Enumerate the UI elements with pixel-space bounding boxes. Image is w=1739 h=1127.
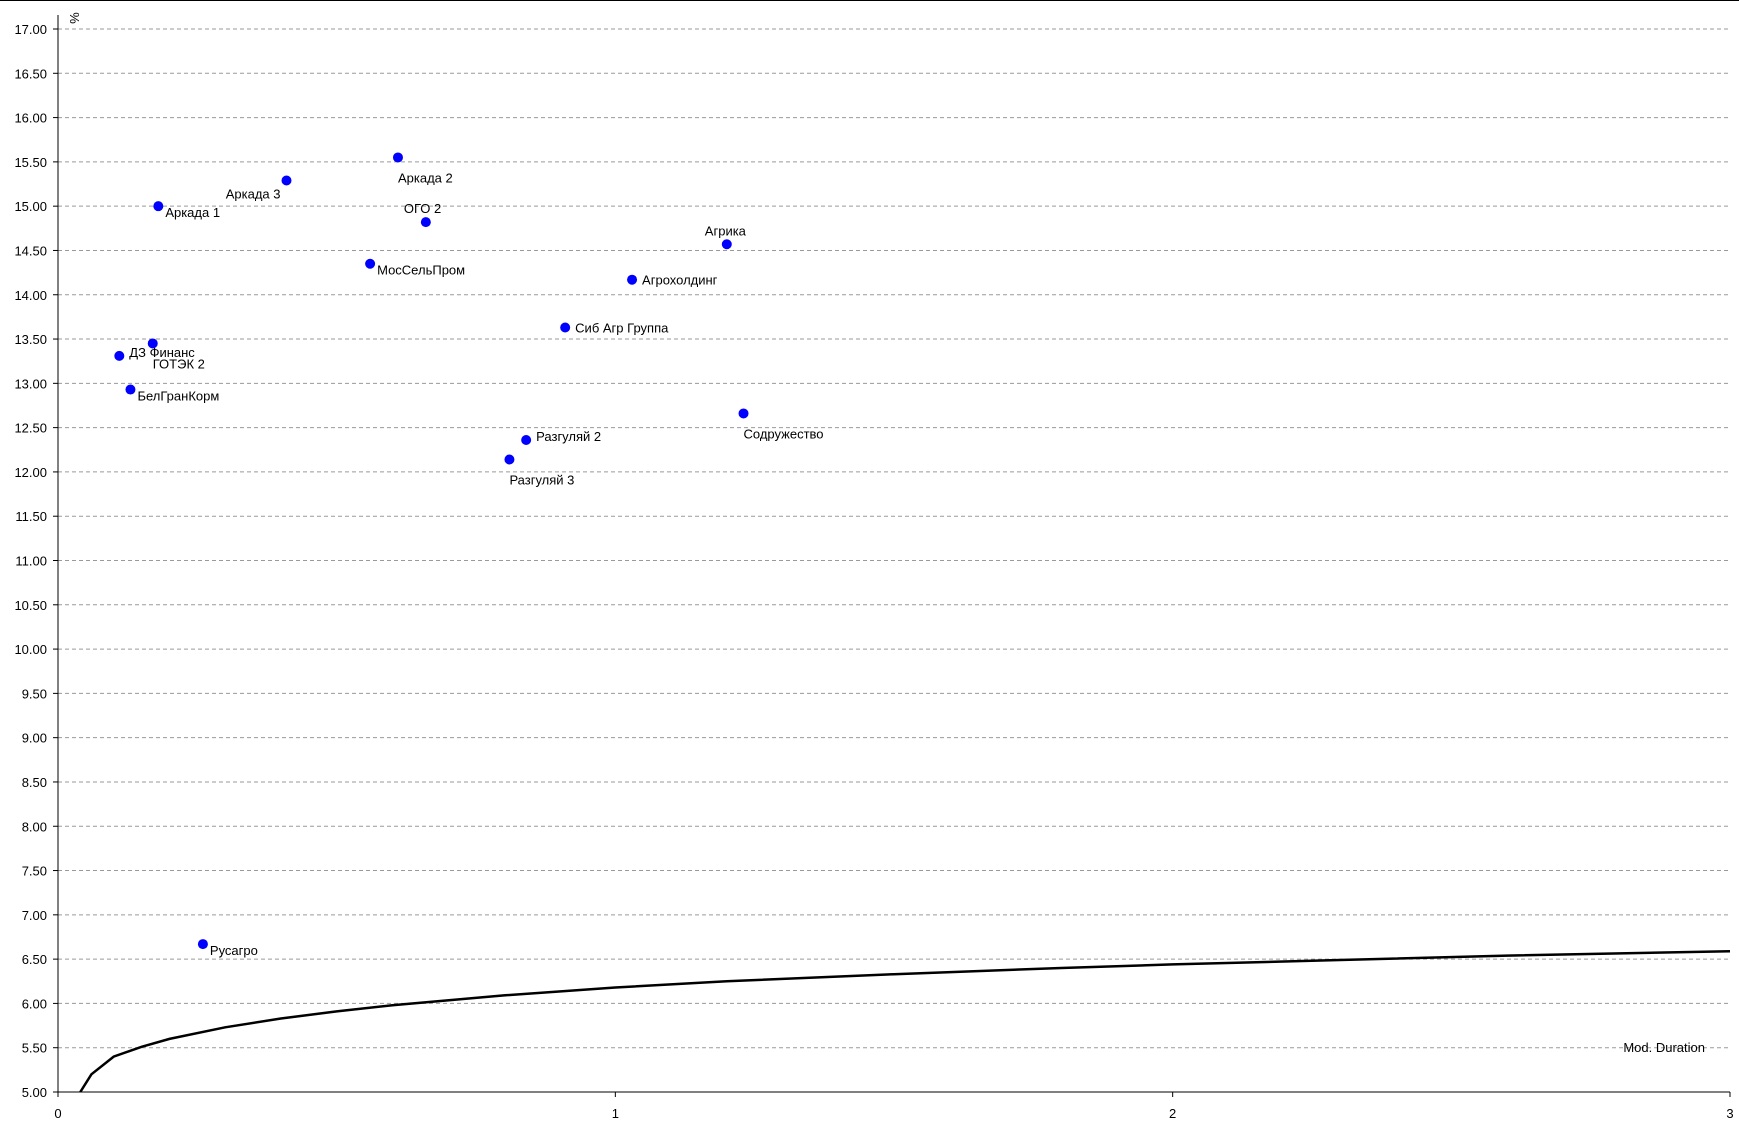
y-tick-label: 7.00 [22,908,47,923]
point-label: Аркада 3 [226,186,281,201]
y-tick-label: 16.00 [14,111,47,126]
y-tick-label: 9.00 [22,731,47,746]
data-point [147,338,158,349]
y-tick-label: 8.50 [22,775,47,790]
y-tick-label: 15.50 [14,155,47,170]
y-tick-label: 5.00 [22,1085,47,1100]
point-label: Содружество [744,426,824,441]
data-point [627,274,638,285]
axes [53,15,1731,1097]
point-label: Аркада 1 [165,205,220,220]
point-labels: Аркада 1 Аркада 3 Аркада 2 ОГО 2 МосСельПром… [129,170,823,958]
data-point [738,408,749,419]
data-point [560,322,571,333]
point-label: ДЗ Финанс [129,345,195,360]
point-label: ГОТЭК 2 [153,356,205,371]
grid-lines [58,28,1730,1049]
data-point [153,201,164,212]
y-tick-label: 16.50 [14,66,47,81]
y-tick-label: 9.50 [22,686,47,701]
x-axis-label: Mod. Duration [1623,1040,1705,1055]
y-tick-label: 10.50 [14,598,47,613]
point-label: Агрохолдинг [642,273,718,288]
x-tick-label: 2 [1169,1106,1176,1121]
point-label: БелГранКорм [137,389,219,404]
y-tick-label: 12.50 [14,421,47,436]
y-tick-label: 11.00 [15,554,47,569]
y-tick-label: 8.00 [22,819,47,834]
curve-line [79,949,1731,1093]
point-label: Сиб Агр Группа [575,321,669,336]
y-tick-label: 6.00 [22,996,47,1011]
y-tick-label: 13.50 [14,332,47,347]
data-point [721,239,732,250]
x-tick-label: 0 [54,1106,61,1121]
y-tick-label: 7.50 [22,864,47,879]
y-tick-label: 5.50 [22,1041,47,1056]
y-tick-label: 12.00 [14,465,47,480]
y-tick-label: 6.50 [22,952,47,967]
point-label: Русагро [210,943,258,958]
data-point [521,435,532,446]
point-label: МосСельПром [377,263,465,278]
data-point [197,939,208,950]
data-point [365,258,376,269]
point-label: ОГО 2 [404,201,441,216]
yield-curve [79,949,1731,1093]
y-tick-labels: 5.00 5.50 6.00 6.50 7.00 7.50 8.00 8.50 9.00 9.50… [14,22,47,1100]
data-point [114,350,125,361]
y-tick-label: 14.00 [14,288,47,303]
data-point [281,175,292,186]
data-point [392,152,403,163]
point-label: Разгуляй 2 [536,429,601,444]
x-tick-label: 3 [1726,1106,1733,1121]
y-tick-label: 17.00 [14,22,47,37]
y-axis-label: % [67,12,82,24]
y-tick-label: 13.00 [14,376,47,391]
y-tick-label: 14.50 [14,243,47,258]
point-label: Разгуляй 3 [509,473,574,488]
y-tick-label: 15.00 [14,199,47,214]
y-tick-label: 11.50 [15,509,47,524]
x-tick-label: 1 [612,1106,619,1121]
data-point [420,217,431,228]
data-point [504,454,515,465]
x-tick-labels: 0 1 2 3 [54,1106,1733,1121]
y-tick-label: 10.00 [14,642,47,657]
point-label: Агрика [705,223,747,238]
data-point [125,384,136,395]
point-label: Аркада 2 [398,170,453,185]
data-points [114,152,749,950]
